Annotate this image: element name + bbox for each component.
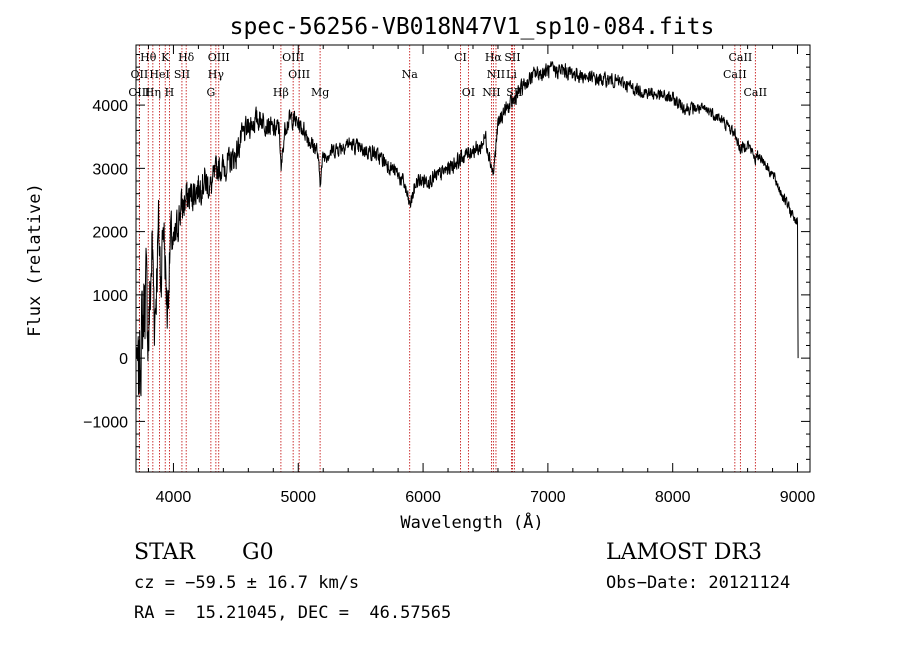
- spectral-line-label: Na: [402, 68, 419, 81]
- spectral-line-label: Hβ: [273, 86, 289, 99]
- spectrum-flux-line: [136, 61, 799, 397]
- redshift-label: cz = −59.5 ± 16.7 km/s: [134, 573, 360, 593]
- y-tick-label: 2000: [92, 225, 128, 242]
- spectral-line-label: G: [206, 86, 215, 99]
- spectral-line-label: NII: [487, 68, 505, 81]
- spectral-line-label: Mg: [311, 86, 329, 99]
- spectral-line-label: OIII: [282, 51, 304, 64]
- y-tick-label: 0: [119, 351, 128, 368]
- chart-title: spec-56256-VB018N47V1_sp10-084.fits: [230, 14, 715, 40]
- spectral-line-label: CaII: [723, 68, 747, 81]
- x-tick-label: 8000: [655, 489, 691, 506]
- y-tick-label: 1000: [92, 288, 128, 305]
- y-tick-label: 3000: [92, 161, 128, 178]
- spectral-line-label: OII: [131, 68, 149, 81]
- spectral-line-label: HeI: [149, 68, 169, 81]
- spectral-line-label: CaII: [729, 51, 753, 64]
- coordinates-label: RA = 15.21045, DEC = 46.57565: [134, 603, 452, 623]
- spectral-line-label: Hθ: [140, 51, 157, 64]
- spectral-line-label: Hη: [145, 86, 161, 99]
- spectral-line-label: SII: [174, 68, 190, 81]
- object-subclass: G0: [242, 540, 274, 565]
- spectral-line-label: H: [165, 86, 175, 99]
- spectral-line-label: OI: [462, 86, 475, 99]
- x-tick-label: 5000: [280, 489, 316, 506]
- x-tick-label: 7000: [530, 489, 566, 506]
- spectral-line-label: SII: [504, 51, 520, 64]
- y-axis-label: Flux (relative): [25, 183, 45, 337]
- survey-label: LAMOST DR3: [606, 540, 762, 565]
- spectral-line-label: K: [161, 51, 170, 64]
- spectral-line-label: OIII: [208, 51, 230, 64]
- y-tick-label: 4000: [92, 98, 128, 115]
- spectral-line-label: NII: [482, 86, 500, 99]
- x-tick-label: 9000: [780, 489, 816, 506]
- x-tick-label: 4000: [156, 489, 192, 506]
- spectral-line-label: Hα: [485, 51, 503, 64]
- obs-date-label: Obs−Date: 20121124: [606, 573, 791, 593]
- spectral-line-label: Li: [506, 68, 517, 81]
- x-tick-label: 6000: [405, 489, 441, 506]
- x-axis-label: Wavelength (Å): [400, 511, 543, 533]
- spectral-line-label: OIII: [288, 68, 310, 81]
- spectral-line-label: CaII: [743, 86, 767, 99]
- object-class: STAR: [134, 540, 195, 565]
- y-tick-label: −1000: [83, 414, 128, 431]
- spectral-line-label: Hδ: [178, 51, 195, 64]
- spectral-line-label: Hγ: [208, 68, 225, 81]
- spectral-line-label: CI: [454, 51, 467, 64]
